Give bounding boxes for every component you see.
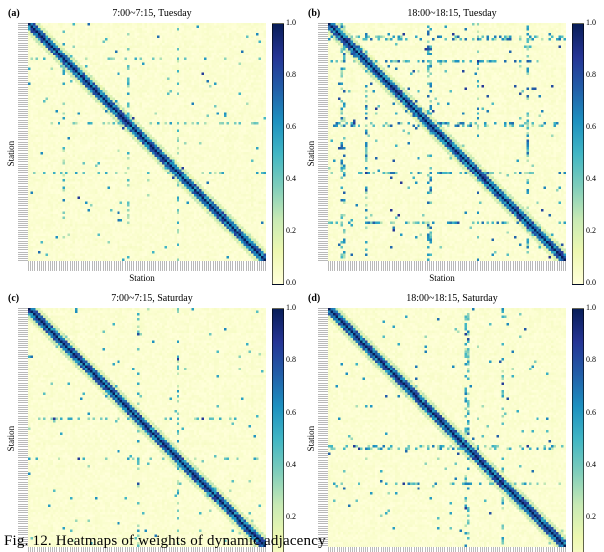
colorbar-gradient bbox=[272, 23, 284, 285]
panel-title: 18:00~18:15, Tuesday bbox=[306, 8, 598, 19]
colorbar-tick: 1.0 bbox=[586, 304, 596, 312]
colorbar-tick: 0.2 bbox=[286, 227, 296, 235]
panel-a: (a) 7:00~7:15, Tuesday Station Station 0… bbox=[6, 6, 298, 283]
panel-tag: (d) bbox=[308, 293, 320, 304]
panel-c: (c) 7:00~7:15, Saturday Station Station … bbox=[6, 291, 298, 552]
panel-title: 18:00~18:15, Saturday bbox=[306, 293, 598, 304]
x-axis-label: Station bbox=[318, 273, 566, 283]
y-axis-label: Station bbox=[6, 308, 18, 552]
heatmap-canvas bbox=[28, 23, 266, 261]
y-tick-labels bbox=[18, 308, 28, 546]
panel-body: Station Station 0.00.20.40.60.81.0 bbox=[6, 23, 298, 283]
colorbar-tick: 1.0 bbox=[286, 19, 296, 27]
colorbar-tick: 0.2 bbox=[586, 513, 596, 521]
panel-grid: (a) 7:00~7:15, Tuesday Station Station 0… bbox=[0, 0, 604, 512]
colorbar-tick: 0.2 bbox=[586, 227, 596, 235]
heatmap-canvas bbox=[328, 23, 566, 261]
colorbar-tick: 0.8 bbox=[286, 356, 296, 364]
plot-column: Station bbox=[318, 23, 566, 283]
colorbar-tick: 0.6 bbox=[286, 123, 296, 131]
panel-tag: (b) bbox=[308, 8, 320, 19]
plot-column: Station bbox=[18, 308, 266, 552]
colorbar-tick: 1.0 bbox=[586, 19, 596, 27]
colorbar-tick: 0.4 bbox=[586, 175, 596, 183]
colorbar-tick: 0.2 bbox=[286, 513, 296, 521]
colorbar: 0.00.20.40.60.81.0 bbox=[272, 23, 298, 283]
panel-body: Station Station 0.00.20.40.60.81.0 bbox=[306, 308, 598, 552]
y-tick-labels bbox=[18, 23, 28, 261]
y-axis-label: Station bbox=[6, 23, 18, 283]
colorbar-tick: 0.6 bbox=[586, 123, 596, 131]
colorbar-gradient bbox=[572, 308, 584, 552]
y-axis-label: Station bbox=[306, 308, 318, 552]
colorbar-tick: 1.0 bbox=[286, 304, 296, 312]
colorbar-tick: 0.4 bbox=[286, 461, 296, 469]
colorbar-tick: 0.0 bbox=[586, 279, 596, 287]
colorbar-tick: 0.8 bbox=[586, 71, 596, 79]
panel-d: (d) 18:00~18:15, Saturday Station Statio… bbox=[306, 291, 598, 552]
panel-title: 7:00~7:15, Saturday bbox=[6, 293, 298, 304]
figure-12: (a) 7:00~7:15, Tuesday Station Station 0… bbox=[0, 0, 604, 552]
colorbar-tick: 0.0 bbox=[286, 279, 296, 287]
x-tick-labels bbox=[28, 261, 266, 271]
panel-body: Station Station 0.00.20.40.60.81.0 bbox=[6, 308, 298, 552]
colorbar: 0.00.20.40.60.81.0 bbox=[272, 308, 298, 552]
y-axis-label: Station bbox=[306, 23, 318, 283]
x-tick-labels bbox=[328, 261, 566, 271]
panel-body: Station Station 0.00.20.40.60.81.0 bbox=[306, 23, 598, 283]
colorbar-ticks: 0.00.20.40.60.81.0 bbox=[284, 308, 298, 552]
heatmap-wrap bbox=[318, 23, 566, 261]
plot-column: Station bbox=[318, 308, 566, 552]
panel-tag: (a) bbox=[8, 8, 20, 19]
colorbar-tick: 0.8 bbox=[286, 71, 296, 79]
y-tick-labels bbox=[318, 308, 328, 546]
heatmap-canvas bbox=[328, 308, 566, 546]
colorbar-tick: 0.8 bbox=[586, 356, 596, 364]
colorbar-tick: 0.6 bbox=[286, 409, 296, 417]
panel-tag: (c) bbox=[8, 293, 19, 304]
y-tick-labels bbox=[318, 23, 328, 261]
plot-column: Station bbox=[18, 23, 266, 283]
figure-caption: Fig. 12. Heatmaps of weights of dynamic … bbox=[0, 533, 604, 550]
panel-title: 7:00~7:15, Tuesday bbox=[6, 8, 298, 19]
x-axis-label: Station bbox=[18, 273, 266, 283]
colorbar-ticks: 0.00.20.40.60.81.0 bbox=[584, 23, 598, 283]
heatmap-canvas bbox=[28, 308, 266, 546]
colorbar: 0.00.20.40.60.81.0 bbox=[572, 308, 598, 552]
heatmap-wrap bbox=[318, 308, 566, 546]
colorbar: 0.00.20.40.60.81.0 bbox=[572, 23, 598, 283]
panel-b: (b) 18:00~18:15, Tuesday Station Station… bbox=[306, 6, 598, 283]
colorbar-gradient bbox=[272, 308, 284, 552]
colorbar-ticks: 0.00.20.40.60.81.0 bbox=[284, 23, 298, 283]
colorbar-tick: 0.4 bbox=[586, 461, 596, 469]
heatmap-wrap bbox=[18, 23, 266, 261]
colorbar-gradient bbox=[572, 23, 584, 285]
colorbar-tick: 0.6 bbox=[586, 409, 596, 417]
colorbar-ticks: 0.00.20.40.60.81.0 bbox=[584, 308, 598, 552]
heatmap-wrap bbox=[18, 308, 266, 546]
colorbar-tick: 0.4 bbox=[286, 175, 296, 183]
